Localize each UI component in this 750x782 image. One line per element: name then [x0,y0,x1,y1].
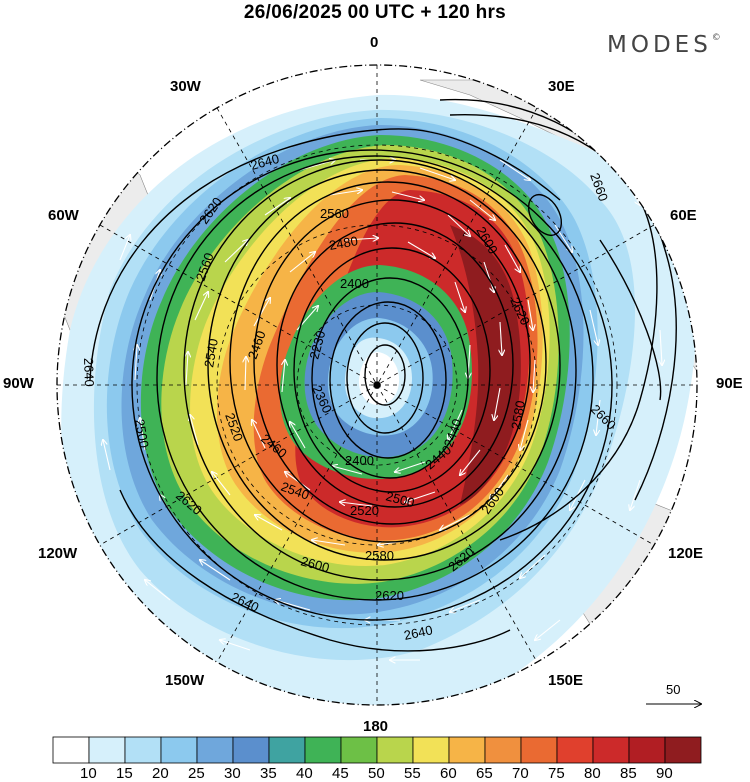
colorbar-label: 85 [620,765,637,782]
colorbar-label: 30 [224,765,241,782]
contour-label: 2500 [132,418,152,449]
colorbar-label: 10 [80,765,97,782]
lon-label-30w: 30W [170,78,201,95]
colorbar-label: 35 [260,765,277,782]
lon-label-30e: 30E [548,78,575,95]
vector-reference-label: 50 [666,682,681,697]
colorbar-swatch [304,736,342,764]
contour-label: 2560 [320,206,349,221]
contour-label: 2230 [306,329,328,361]
lon-label-60w: 60W [48,207,79,224]
map-title: 26/06/2025 00 UTC + 120 hrs [243,2,507,23]
colorbar-swatch [160,736,198,764]
lon-label-120w: 120W [38,545,78,562]
contour-label: 2400 [340,276,369,291]
colorbar-label: 15 [116,765,133,782]
map-disk: 2640 2620 2560 2480 2400 2460 2230 2540 … [57,65,697,705]
colorbar-swatch [376,736,414,764]
lon-label-60e: 60E [670,207,697,224]
colorbar-label: 20 [152,765,169,782]
contour-label: 2640 [81,358,97,387]
colorbar-swatch [484,736,522,764]
colorbar-label: 50 [368,765,385,782]
brand-text: MODES [607,32,712,58]
lon-label-180: 180 [363,718,389,735]
contour-label: 2520 [350,503,379,518]
colorbar-label: 55 [404,765,421,782]
contour-label: 2480 [328,233,359,253]
contour-label: 2640 [403,622,434,643]
lon-label-150w: 150W [165,672,205,689]
lon-label-90e: 90E [716,375,743,392]
colorbar-swatch [556,736,594,764]
contour-label: 2620 [375,588,404,603]
lon-label-0: 0 [370,34,379,51]
colorbar-swatch [268,736,306,764]
band-90 [450,225,521,505]
map-border [56,64,698,706]
lon-label-150e: 150E [548,672,584,689]
colorbar-swatch [664,736,702,764]
colorbar-swatch [520,736,558,764]
contour-label: 2580 [365,548,394,563]
colorbar-swatch [592,736,630,764]
colorbar-label: 70 [512,765,529,782]
colorbar-swatch [52,736,90,764]
colorbar-swatch [628,736,666,764]
contour-label: 2400 [345,453,374,468]
contour-label: 2500 [384,488,416,510]
colorbar-label: 45 [332,765,349,782]
colorbar-swatch [232,736,270,764]
colorbar-label: 90 [656,765,673,782]
colorbar-label: 80 [584,765,601,782]
contour-label: 2640 [249,151,281,173]
colorbar-swatch [340,736,378,764]
colorbar-swatch [196,736,234,764]
colorbar-label: 65 [476,765,493,782]
colorbar-swatch [88,736,126,764]
lon-label-120e: 120E [668,545,704,562]
colorbar-label: 60 [440,765,457,782]
contour-label: 2540 [201,337,221,368]
contour-label: 2580 [508,399,528,430]
contour-label: 2600 [299,553,331,575]
height-contours [89,98,677,652]
colorbar-swatch [448,736,486,764]
colorbar-label: 25 [188,765,205,782]
lon-label-90w: 90W [3,375,34,392]
colorbar [52,736,702,764]
colorbar-swatch [412,736,450,764]
brand-mark: © [711,33,721,43]
brand-logo: MODES© [607,32,721,58]
colorbar-label: 75 [548,765,565,782]
colorbar-label: 40 [296,765,313,782]
colorbar-swatch [124,736,162,764]
